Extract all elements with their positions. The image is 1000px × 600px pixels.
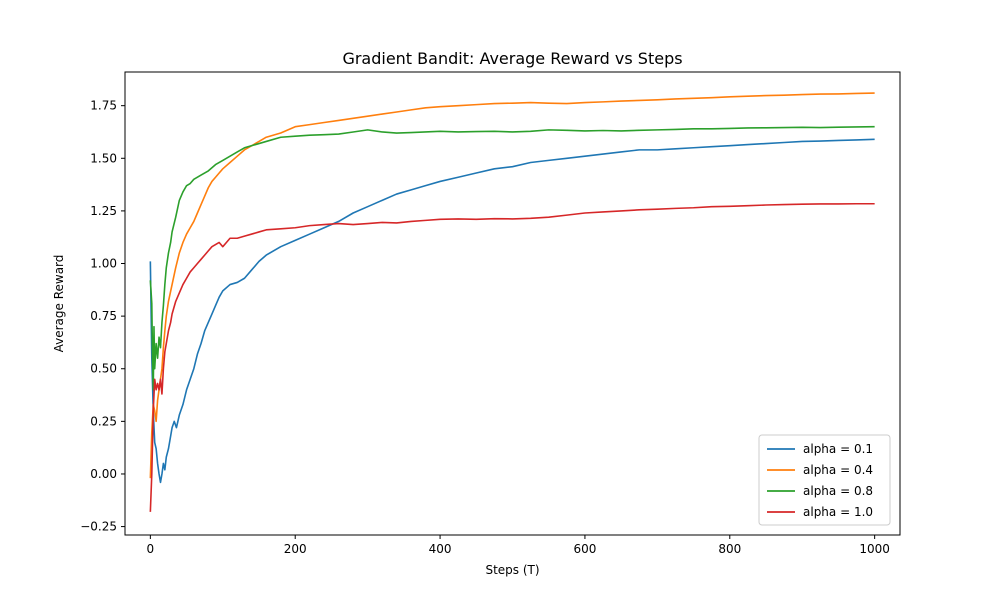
axes-frame [124,71,901,536]
legend: alpha = 0.1 alpha = 0.4 alpha = 0.8 alpha =… [758,434,891,526]
y-tick-label: 0.00 [90,467,117,481]
legend-box [758,434,891,526]
legend-label-2: alpha = 0.8 [803,484,873,498]
y-tick-label: −0.25 [80,520,117,534]
series-line-1 [149,92,875,479]
x-axis-label: Steps (T) [485,563,539,577]
x-tick-label: 400 [429,542,452,556]
y-tick-label: 1.75 [90,99,117,113]
x-axis-ticks: 0 200 400 600 800 1000 [147,535,890,556]
series-line-0 [149,138,875,484]
x-tick-label: 1000 [859,542,890,556]
y-axis-label: Average Reward [52,255,66,353]
y-tick-label: 1.00 [90,257,117,271]
series-line-3 [149,202,875,512]
legend-label-1: alpha = 0.4 [803,463,873,477]
y-tick-label: 0.75 [90,309,117,323]
x-tick-label: 800 [718,542,741,556]
series-layer [149,92,875,512]
y-tick-label: 0.25 [90,414,117,428]
x-tick-label: 600 [573,542,596,556]
chart-title: Gradient Bandit: Average Reward vs Steps [342,49,682,68]
y-tick-label: 1.50 [90,151,117,165]
legend-label-3: alpha = 1.0 [803,505,873,519]
y-axis-ticks: −0.25 0.00 0.25 0.50 0.75 1.00 1.25 1.50 1.75 [80,99,125,534]
x-tick-label: 200 [284,542,307,556]
series-line-2 [149,125,875,391]
x-tick-label: 0 [147,542,155,556]
y-tick-label: 1.25 [90,204,117,218]
y-tick-label: 0.50 [90,362,117,376]
legend-label-0: alpha = 0.1 [803,442,873,456]
